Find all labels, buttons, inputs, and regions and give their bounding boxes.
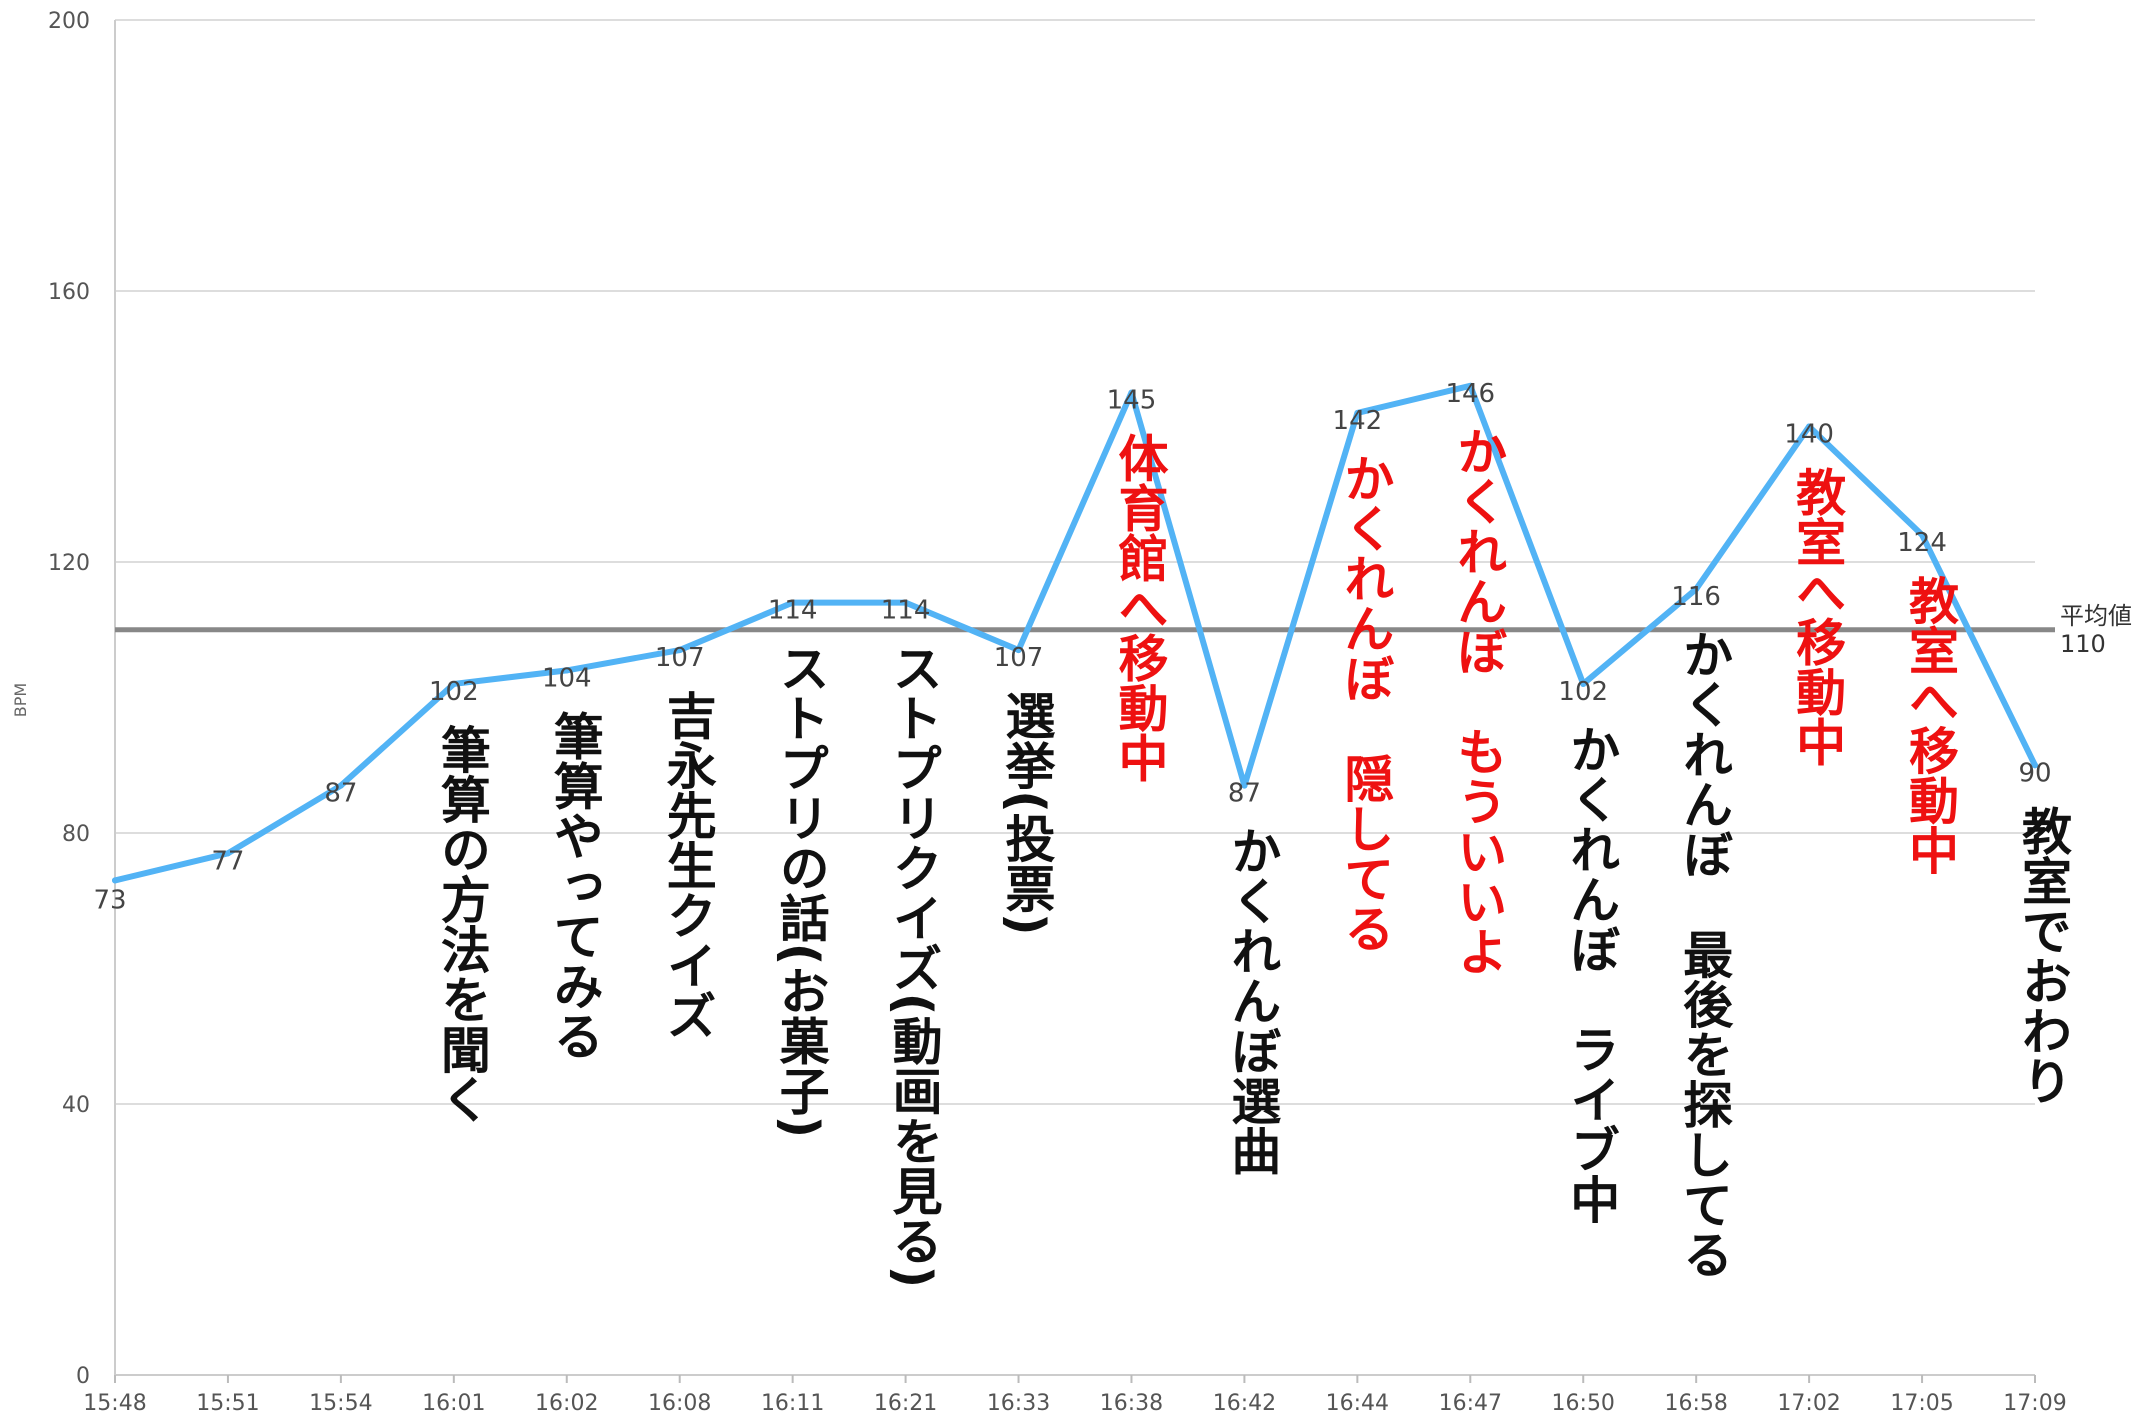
x-tick-label: 16:44 [1326, 1391, 1389, 1416]
x-tick-label: 16:08 [648, 1391, 711, 1416]
data-point [1919, 531, 1926, 538]
y-tick-label: 120 [48, 551, 90, 576]
data-point [676, 647, 683, 654]
data-point [1693, 586, 1700, 593]
data-point [1241, 782, 1248, 789]
activity-annotations: 筆算の方法を聞く 筆算やってみる 吉永先生クイズ ストプリの話(お菓子) ストプリクイズ… [433, 426, 2072, 1289]
activity-annotation: 筆算やってみる [546, 710, 604, 1060]
data-label: 107 [655, 643, 705, 673]
data-label: 114 [768, 596, 818, 626]
y-tick-label: 40 [62, 1093, 90, 1118]
activity-annotation: 選挙(投票) [998, 690, 1056, 936]
x-tick-label: 15:54 [309, 1391, 372, 1416]
data-points [112, 382, 2038, 884]
x-tick-label: 16:21 [874, 1391, 937, 1416]
data-label: 124 [1897, 528, 1947, 558]
data-label: 73 [93, 885, 126, 915]
data-point [1806, 423, 1813, 430]
data-label: 77 [211, 846, 244, 876]
data-label: 142 [1333, 406, 1383, 436]
activity-annotation: ストプリクイズ(動画を見る) [885, 643, 943, 1289]
data-point [450, 680, 457, 687]
data-label: 140 [1784, 420, 1834, 450]
data-label: 102 [1558, 677, 1608, 707]
data-label: 90 [2018, 758, 2051, 788]
average-reference-line: 平均値 110 [115, 602, 2132, 658]
data-point [1354, 409, 1361, 416]
data-point [337, 782, 344, 789]
x-tick-label: 17:02 [1777, 1391, 1840, 1416]
x-tick-label: 15:48 [83, 1391, 146, 1416]
activity-annotation: かくれんぼ ライブ中 [1562, 724, 1620, 1224]
data-point [1580, 680, 1587, 687]
x-tick-label: 17:09 [2003, 1391, 2066, 1416]
data-point [902, 599, 909, 606]
activity-annotation: 教室へ移動中 [1901, 575, 1959, 875]
activity-annotation: 教室へ移動中 [1788, 467, 1846, 767]
data-point [789, 599, 796, 606]
x-tick-label: 16:38 [1100, 1391, 1163, 1416]
y-tick-label: 200 [48, 9, 90, 34]
y-tick-label: 0 [76, 1364, 90, 1389]
data-point [1015, 647, 1022, 654]
activity-annotation: 体育館へ移動中 [1110, 433, 1168, 783]
activity-annotation: かくれんぼ 最後を探してる [1675, 629, 1733, 1279]
x-tick-label: 16:02 [535, 1391, 598, 1416]
data-point [1128, 389, 1135, 396]
x-tick-label: 16:33 [987, 1391, 1050, 1416]
data-label: 104 [542, 663, 592, 693]
y-axis-label: BPM [11, 683, 30, 717]
activity-annotation: かくれんぼ 隠してる [1336, 453, 1394, 953]
y-tick-label: 160 [48, 280, 90, 305]
average-line-label: 平均値 [2060, 602, 2132, 630]
data-labels: 73 77 87 102 104 107 114 114 107 145 87 142 146 102 11… [93, 379, 2051, 916]
activity-annotation: かくれんぼ選曲 [1223, 826, 1281, 1176]
x-tick-label: 15:51 [196, 1391, 259, 1416]
data-point [1467, 382, 1474, 389]
x-tick-label: 16:58 [1664, 1391, 1727, 1416]
data-label: 114 [881, 596, 931, 626]
data-label: 107 [994, 643, 1044, 673]
data-label: 116 [1671, 582, 1721, 612]
activity-annotation: ストプリの話(お菓子) [772, 643, 830, 1139]
heart-rate-series-line [112, 382, 2038, 884]
grid-lines [115, 19, 2035, 1105]
activity-annotation: 教室でおわり [2014, 805, 2072, 1105]
data-label: 102 [429, 677, 479, 707]
data-label: 87 [324, 779, 357, 809]
x-tick-label: 16:42 [1213, 1391, 1276, 1416]
data-label: 145 [1107, 386, 1157, 416]
data-label: 146 [1445, 379, 1495, 409]
data-point [563, 667, 570, 674]
activity-annotation: 吉永先生クイズ [659, 690, 717, 1040]
y-tick-label: 80 [62, 822, 90, 847]
activity-annotation: かくれんぼ もういいよ [1449, 426, 1507, 976]
x-tick-labels: 15:48 15:51 15:54 16:01 16:02 16:08 16:11 16:21… [83, 1375, 2067, 1416]
x-tick-label: 16:11 [761, 1391, 824, 1416]
data-label: 87 [1228, 779, 1261, 809]
data-point [112, 877, 118, 884]
x-tick-label: 16:47 [1439, 1391, 1502, 1416]
x-tick-label: 16:01 [422, 1391, 485, 1416]
y-tick-labels: 0 40 80 120 160 200 [48, 9, 90, 1389]
average-line-value: 110 [2060, 630, 2106, 658]
x-tick-label: 17:05 [1890, 1391, 1953, 1416]
data-point [224, 850, 231, 857]
x-tick-label: 16:50 [1552, 1391, 1615, 1416]
data-point [2032, 762, 2038, 769]
axes [114, 20, 2035, 1376]
activity-annotation: 筆算の方法を聞く [433, 724, 491, 1124]
